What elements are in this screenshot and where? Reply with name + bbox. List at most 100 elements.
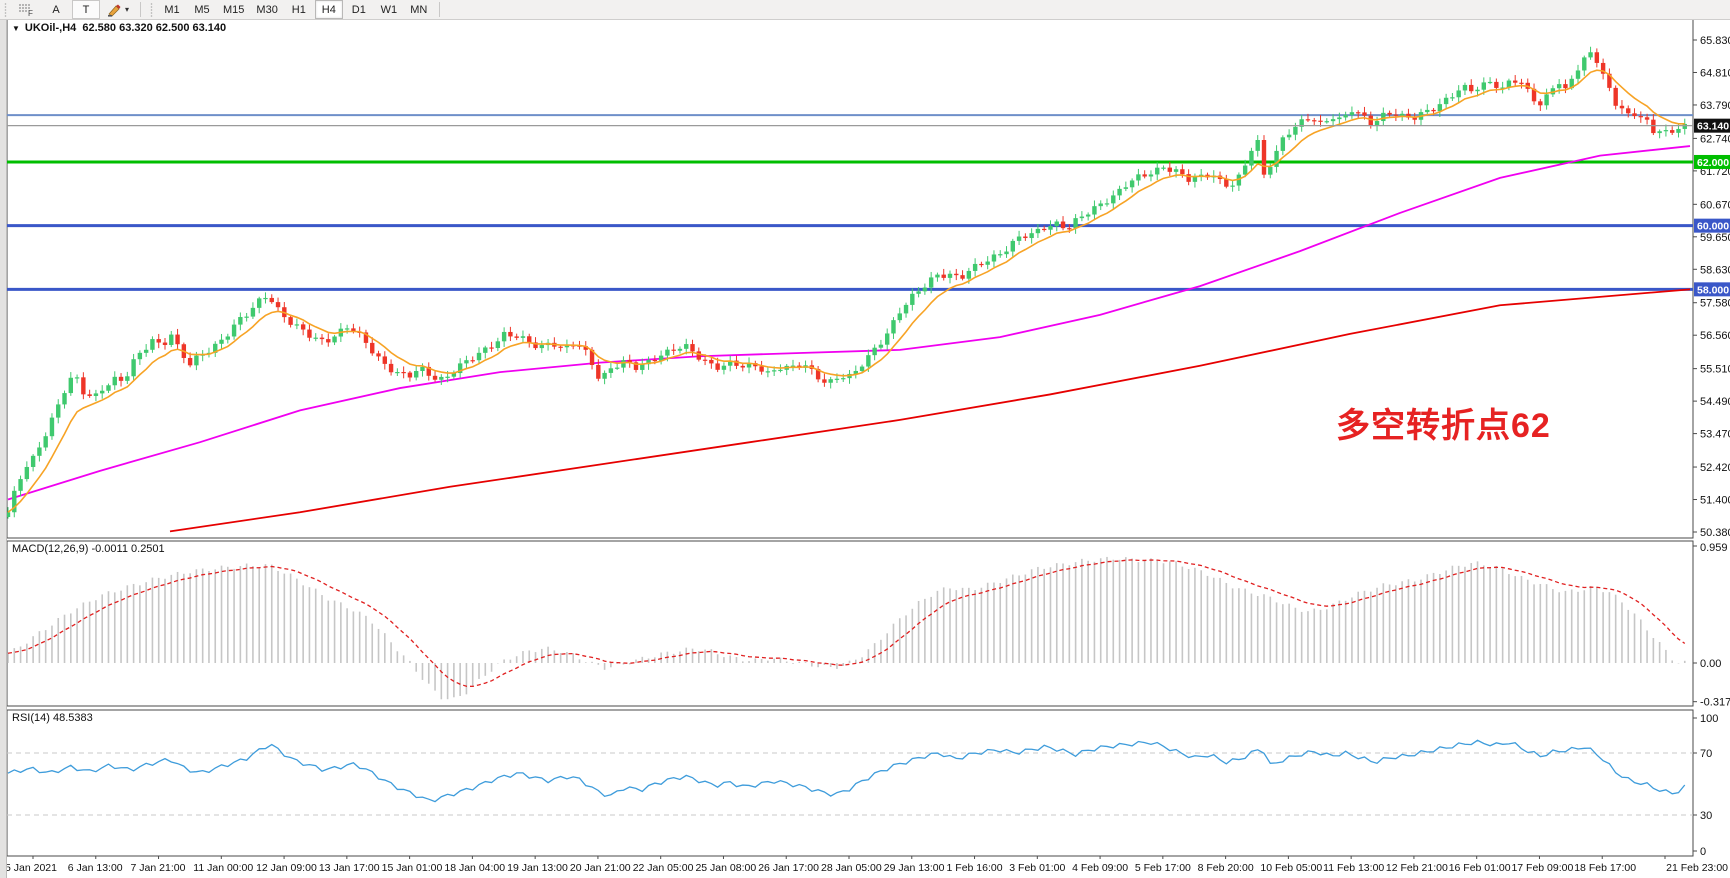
candle-body (822, 379, 827, 383)
grid-f-button[interactable]: F (12, 0, 40, 19)
price-axis[interactable]: 65.83064.81063.79062.74061.72060.67059.6… (1693, 35, 1730, 858)
candle-body (790, 365, 796, 367)
candle-body (1519, 82, 1524, 84)
candle-body (388, 363, 394, 373)
timeframe-button-H1[interactable]: H1 (291, 3, 306, 16)
candle-body (690, 344, 695, 352)
candle-body (1299, 119, 1304, 127)
time-label: 18 Jan 04:00 (444, 862, 505, 874)
candle-body (1186, 174, 1191, 182)
candle-body (1293, 126, 1298, 135)
draw-tools-button[interactable]: ▾ (102, 0, 134, 19)
candle-body (1312, 120, 1317, 122)
candle-body (1343, 115, 1348, 118)
candle-body (1676, 128, 1681, 133)
candle-body (49, 417, 55, 437)
timeframe-button-M15[interactable]: M15 (223, 3, 245, 16)
candle-body (1657, 131, 1662, 134)
price-tick-label: 54.490 (1700, 396, 1730, 408)
candle-body (225, 336, 230, 340)
candle-body (1393, 114, 1399, 116)
candle-body (1330, 119, 1336, 122)
crayon-icon (108, 4, 121, 17)
candle-body (608, 368, 614, 373)
candle-body (1500, 87, 1505, 89)
candle-body (12, 490, 17, 513)
candle-body (1651, 119, 1656, 134)
timeframe-button-MN[interactable]: MN (410, 3, 428, 16)
candle-body (916, 291, 921, 294)
candle-body (1123, 187, 1129, 189)
time-label: 3 Feb 01:00 (1009, 862, 1065, 874)
candle-body (489, 347, 494, 349)
candle-body (1594, 52, 1600, 63)
candle-body (859, 366, 865, 371)
candle-body (746, 363, 752, 368)
candle-body (1230, 185, 1235, 187)
time-label: 26 Jan 17:00 (758, 862, 819, 874)
candle-body (954, 273, 959, 276)
candle-body (1632, 113, 1637, 117)
candle-body (401, 371, 406, 374)
candle-body (1155, 167, 1160, 175)
candle-body (313, 337, 318, 339)
candle-body (426, 366, 431, 376)
timeframe-button-M5[interactable]: M5 (194, 3, 210, 16)
price-badge-label: 60.000 (1697, 221, 1729, 233)
candle-body (7, 512, 11, 518)
candle-body (878, 344, 884, 348)
toolbar-grip[interactable] (149, 2, 155, 17)
timeframe-button-W1[interactable]: W1 (380, 3, 398, 16)
candle-body (1349, 112, 1355, 116)
candle-body (1111, 195, 1116, 204)
candle-body (269, 297, 274, 303)
candle-body (118, 376, 124, 381)
timeframe-button-M1[interactable]: M1 (164, 3, 180, 16)
text-style-a-button[interactable]: A (52, 3, 60, 16)
candle-body (514, 336, 519, 338)
candle-body (1249, 150, 1254, 166)
candle-body (445, 376, 450, 378)
timeframe-button-H4[interactable]: H4 (314, 0, 343, 19)
timeframe-button-D1[interactable]: D1 (351, 3, 366, 16)
current-price-label: 63.140 (1697, 121, 1729, 133)
candle-body (231, 324, 237, 337)
grid-f-icon: F (19, 3, 33, 17)
candle-body (778, 369, 783, 372)
candle-body (483, 347, 488, 353)
candle-body (740, 365, 745, 368)
candle-body (960, 275, 965, 279)
candle-body (432, 375, 438, 380)
candle-body (1531, 88, 1537, 102)
candle-body (1443, 97, 1449, 105)
candle-body (765, 371, 771, 373)
candle-body (1368, 115, 1373, 126)
candle-body (759, 366, 764, 372)
candle-body (1060, 221, 1066, 229)
candle-body (1450, 97, 1455, 99)
candle-body (1261, 140, 1267, 175)
candle-body (1456, 90, 1461, 98)
collapse-triangle-icon[interactable]: ▼ (12, 24, 20, 33)
candle-body (1117, 188, 1122, 196)
rsi-tick-label: 100 (1700, 713, 1718, 725)
candle-body (250, 307, 256, 317)
candle-body (728, 360, 733, 366)
symbol-period-label: UKOil-,H4 (24, 22, 77, 34)
candle-body (527, 336, 532, 343)
candle-body (1374, 121, 1380, 126)
candle-body (1362, 112, 1367, 116)
candle-body (1048, 226, 1053, 230)
candle-body (457, 363, 463, 374)
candle-body (558, 346, 563, 348)
toolbar-grip[interactable] (3, 2, 8, 17)
candle-body (1136, 174, 1141, 181)
text-label-t-button[interactable]: T (72, 0, 100, 19)
time-axis[interactable]: 5 Jan 2021 6 Jan 13:00 7 Jan 21:00 11 Jan 0… (5, 856, 1728, 874)
timeframe-button-M30[interactable]: M30 (256, 3, 278, 16)
candle-body (665, 349, 670, 356)
candle-body (1494, 81, 1499, 88)
candle-body (1010, 240, 1015, 252)
